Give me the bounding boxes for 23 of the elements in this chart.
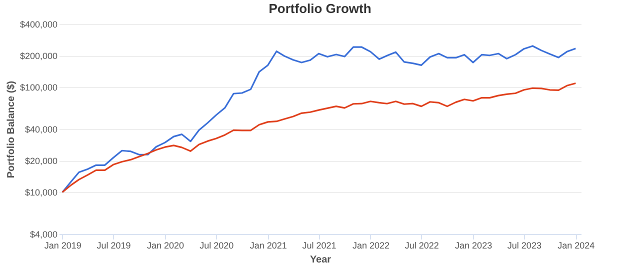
- x-tick-label: Jan 2023: [455, 240, 492, 250]
- y-tick-label: $200,000: [20, 51, 58, 62]
- chart-title: Portfolio Growth: [268, 1, 372, 16]
- line-series: [62, 45, 576, 194]
- y-tick-label: $10,000: [24, 188, 58, 198]
- x-tick-label: Jul 2020: [200, 240, 234, 250]
- y-tick-label: $400,000: [20, 20, 58, 30]
- x-tick-label: Jan 2022: [352, 240, 390, 250]
- x-tick-label: Jul 2019: [96, 240, 131, 250]
- x-tick-label: Jul 2023: [507, 240, 542, 250]
- x-tick-label: Jan 2020: [146, 240, 184, 250]
- x-tick-label: Jul 2021: [302, 240, 336, 250]
- line-series: [62, 82, 576, 194]
- y-tick-label: $40,000: [24, 124, 58, 134]
- x-tick-label: Jul 2022: [404, 240, 439, 250]
- x-tick-label: Jan 2019: [44, 240, 82, 250]
- x-axis-title: Year: [310, 254, 332, 266]
- y-tick-label: $20,000: [24, 156, 58, 166]
- x-tick-label: Jan 2021: [250, 240, 287, 250]
- y-tick-label: $100,000: [20, 82, 58, 93]
- y-tick-label: $4,000: [30, 230, 58, 240]
- x-tick-label: Jan 2024: [558, 240, 595, 250]
- y-axis-title: Portfolio Balance ($): [6, 80, 17, 178]
